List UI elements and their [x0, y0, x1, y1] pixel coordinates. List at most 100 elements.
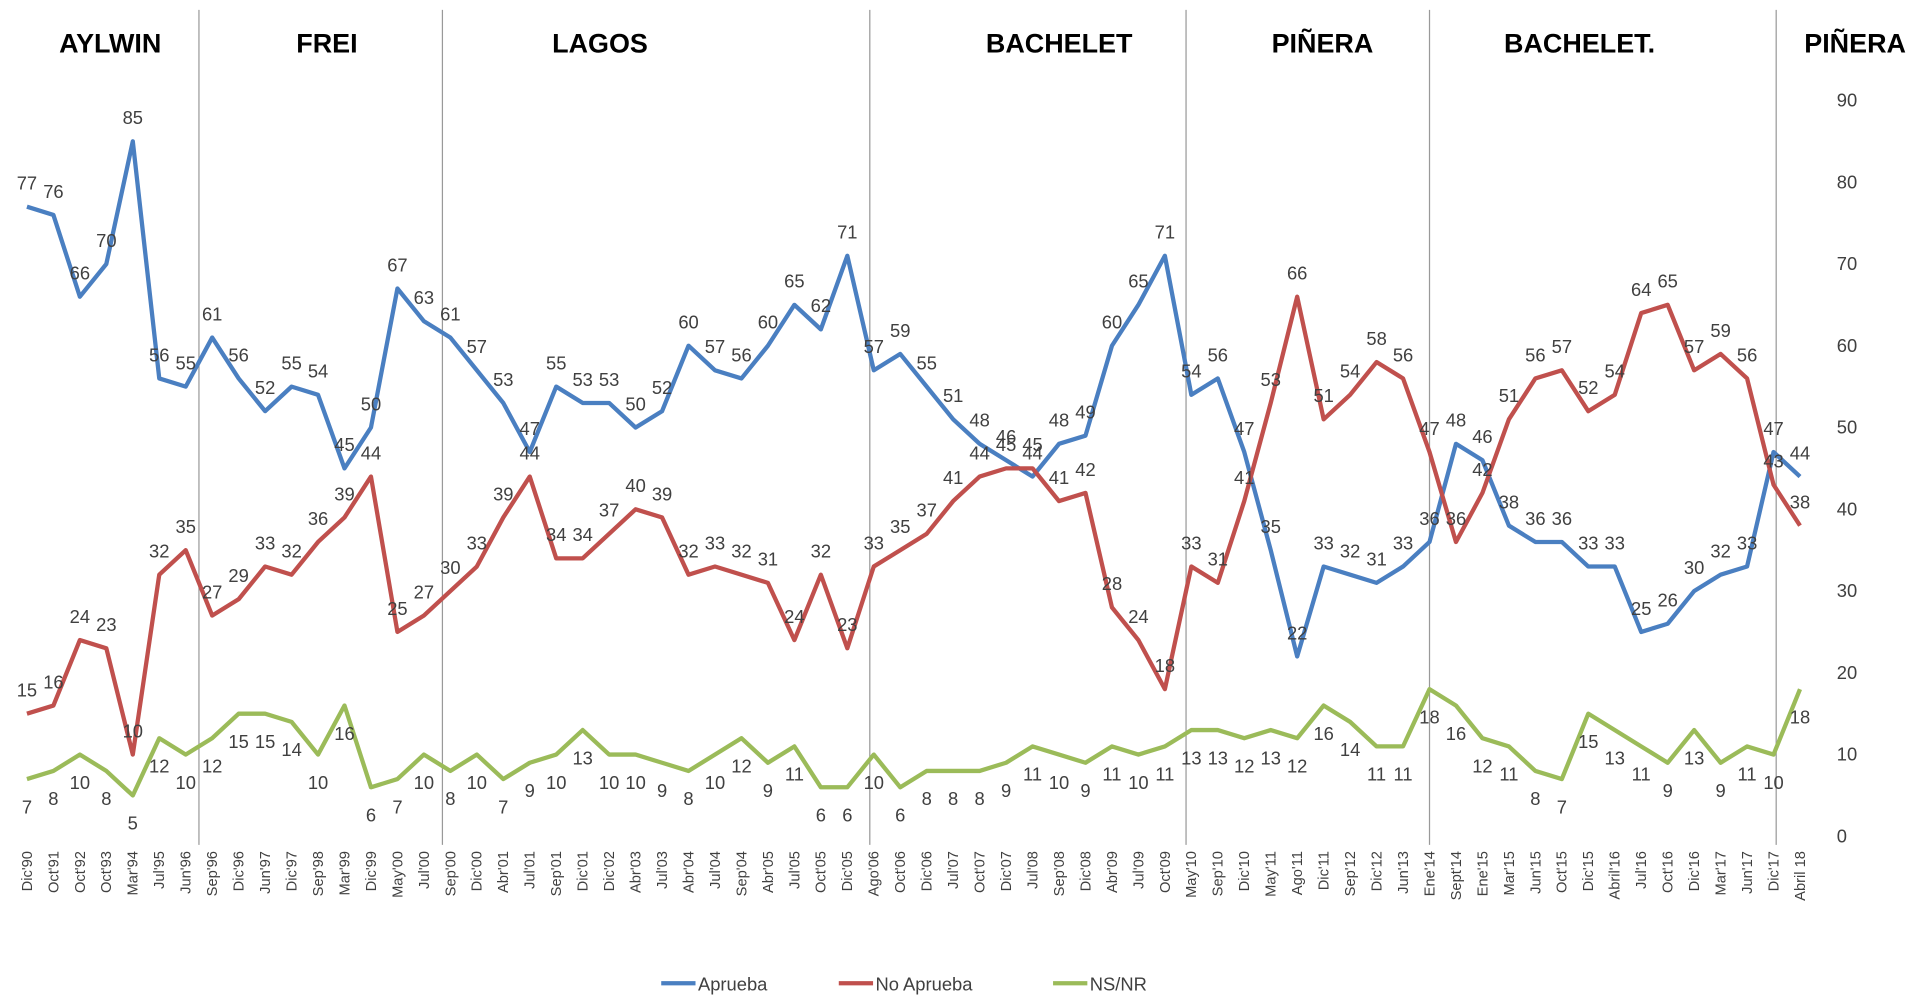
- x-tick-label: Mar'17: [1714, 851, 1730, 895]
- data-label: 41: [943, 467, 963, 488]
- data-label: 47: [1419, 418, 1439, 439]
- data-label: 7: [22, 796, 32, 817]
- x-tick-label: Oct'07: [973, 851, 989, 893]
- x-tick-label: Oct'91: [46, 851, 62, 893]
- data-label: 56: [1208, 344, 1228, 365]
- data-label: 9: [1080, 780, 1090, 801]
- x-tick-label: Abr'01: [496, 851, 512, 893]
- data-label: 66: [1287, 263, 1307, 284]
- data-label: 15: [228, 731, 248, 752]
- data-label: 31: [1208, 549, 1228, 570]
- data-label: 6: [842, 805, 852, 826]
- era-label: BACHELET.: [1504, 29, 1655, 59]
- y-tick-label: 90: [1837, 90, 1857, 111]
- data-label: 16: [1313, 723, 1333, 744]
- x-tick-label: Jul'03: [655, 851, 671, 889]
- data-label: 8: [101, 788, 111, 809]
- data-label: 48: [1049, 410, 1069, 431]
- data-label: 10: [599, 772, 619, 793]
- data-label: 54: [1340, 361, 1360, 382]
- x-tick-label: Dic'00: [470, 851, 486, 891]
- x-tick-label: Abril 18: [1793, 851, 1809, 901]
- data-label: 47: [1234, 418, 1254, 439]
- data-label: 76: [43, 181, 63, 202]
- data-label: 49: [1075, 402, 1095, 423]
- data-label: 58: [1366, 328, 1386, 349]
- data-label: 10: [70, 772, 90, 793]
- data-label: 16: [334, 723, 354, 744]
- data-label: 9: [1001, 780, 1011, 801]
- data-label: 51: [1499, 385, 1519, 406]
- x-tick-label: Abril'16: [1608, 851, 1624, 900]
- era-label: BACHELET: [986, 29, 1133, 59]
- x-tick-label: Oct'93: [99, 851, 115, 893]
- era-label: PIÑERA: [1272, 28, 1374, 59]
- data-label: 6: [816, 805, 826, 826]
- x-tick-label: Ago'06: [867, 851, 883, 896]
- data-label: 48: [969, 410, 989, 431]
- era-label: LAGOS: [552, 29, 648, 59]
- data-label: 9: [763, 780, 773, 801]
- x-tick-label: Abr'05: [761, 851, 777, 893]
- x-tick-label: Dic'01: [576, 851, 592, 891]
- data-label: 38: [1499, 491, 1519, 512]
- data-label: 33: [1578, 532, 1598, 553]
- data-label: 65: [784, 271, 804, 292]
- data-label: 43: [1763, 451, 1783, 472]
- data-label: 15: [1578, 731, 1598, 752]
- x-tick-label: Dic'99: [364, 851, 380, 891]
- data-label: 33: [1313, 532, 1333, 553]
- x-tick-label: Ago'11: [1290, 851, 1306, 895]
- series-line: [26, 139, 1802, 659]
- x-tick-label: Jun'17: [1740, 851, 1756, 894]
- data-label: 24: [70, 606, 90, 627]
- data-label: 67: [387, 254, 407, 275]
- data-label: 50: [361, 393, 381, 414]
- data-label: 8: [1530, 788, 1540, 809]
- data-label: 13: [1208, 747, 1228, 768]
- data-label: 35: [1261, 516, 1281, 537]
- data-label: 10: [1128, 772, 1148, 793]
- data-label: 32: [149, 541, 169, 562]
- data-label: 36: [1446, 508, 1466, 529]
- data-label: 54: [308, 361, 328, 382]
- data-label: 53: [572, 369, 592, 390]
- x-tick-label: Oct'15: [1555, 851, 1571, 893]
- x-tick-label: Sep'04: [734, 851, 750, 896]
- data-label: 11: [1738, 764, 1757, 785]
- data-label: 13: [1181, 747, 1201, 768]
- data-label: 59: [1710, 320, 1730, 341]
- x-tick-label: Jul'16: [1634, 851, 1650, 889]
- data-label: 12: [731, 756, 751, 777]
- x-tick-label: Sep'08: [1052, 851, 1068, 896]
- data-label: 23: [96, 614, 116, 635]
- data-label: 36: [1419, 508, 1439, 529]
- data-label: 66: [70, 263, 90, 284]
- data-label: 30: [440, 557, 460, 578]
- data-label: 44: [361, 442, 381, 463]
- data-label: 55: [916, 352, 936, 373]
- data-label: 12: [1287, 756, 1307, 777]
- x-tick-label: Sep'12: [1343, 851, 1359, 896]
- data-label: 7: [392, 796, 402, 817]
- x-tick-label: Abr'04: [681, 851, 697, 893]
- x-tick-label: Dic'12: [1369, 851, 1385, 891]
- data-label: 18: [1419, 706, 1439, 727]
- legend-label: Aprueba: [698, 974, 768, 995]
- data-label: 54: [1605, 361, 1625, 382]
- data-label: 11: [1102, 764, 1121, 785]
- x-tick-label: Jul'08: [1025, 851, 1041, 889]
- data-label: 6: [366, 805, 376, 826]
- data-label: 7: [498, 796, 508, 817]
- x-tick-label: Dic'06: [920, 851, 936, 891]
- x-tick-label: Jul'07: [946, 851, 962, 889]
- era-label: PIÑERA: [1804, 28, 1906, 59]
- data-label: 60: [678, 312, 698, 333]
- data-label: 34: [546, 524, 566, 545]
- data-label: 33: [255, 532, 275, 553]
- data-label: 18: [1790, 706, 1810, 727]
- data-label: 11: [785, 764, 804, 785]
- x-tick-label: Jul'95: [152, 851, 168, 889]
- data-label: 7: [1557, 796, 1567, 817]
